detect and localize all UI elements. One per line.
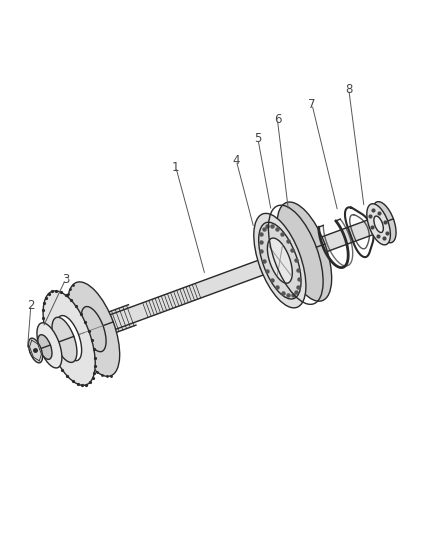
Text: 3: 3 bbox=[62, 273, 69, 286]
Ellipse shape bbox=[57, 316, 81, 361]
Polygon shape bbox=[95, 305, 136, 337]
Text: 7: 7 bbox=[308, 98, 316, 111]
Text: 5: 5 bbox=[254, 132, 261, 146]
Text: 1: 1 bbox=[172, 160, 180, 174]
Ellipse shape bbox=[43, 291, 95, 385]
Ellipse shape bbox=[277, 202, 332, 301]
Ellipse shape bbox=[292, 229, 317, 274]
Ellipse shape bbox=[367, 204, 390, 245]
Ellipse shape bbox=[259, 222, 301, 299]
Ellipse shape bbox=[372, 201, 396, 243]
Ellipse shape bbox=[52, 317, 77, 362]
Ellipse shape bbox=[38, 335, 52, 359]
Ellipse shape bbox=[28, 338, 42, 363]
Ellipse shape bbox=[267, 238, 292, 283]
Ellipse shape bbox=[81, 306, 106, 352]
Ellipse shape bbox=[67, 282, 120, 376]
Ellipse shape bbox=[374, 216, 383, 232]
Ellipse shape bbox=[278, 204, 330, 299]
Text: 8: 8 bbox=[345, 83, 353, 96]
Text: 6: 6 bbox=[274, 113, 281, 126]
Text: 4: 4 bbox=[233, 154, 240, 167]
Text: 2: 2 bbox=[27, 299, 35, 312]
Ellipse shape bbox=[254, 213, 306, 308]
Ellipse shape bbox=[37, 323, 62, 368]
Polygon shape bbox=[45, 213, 392, 353]
